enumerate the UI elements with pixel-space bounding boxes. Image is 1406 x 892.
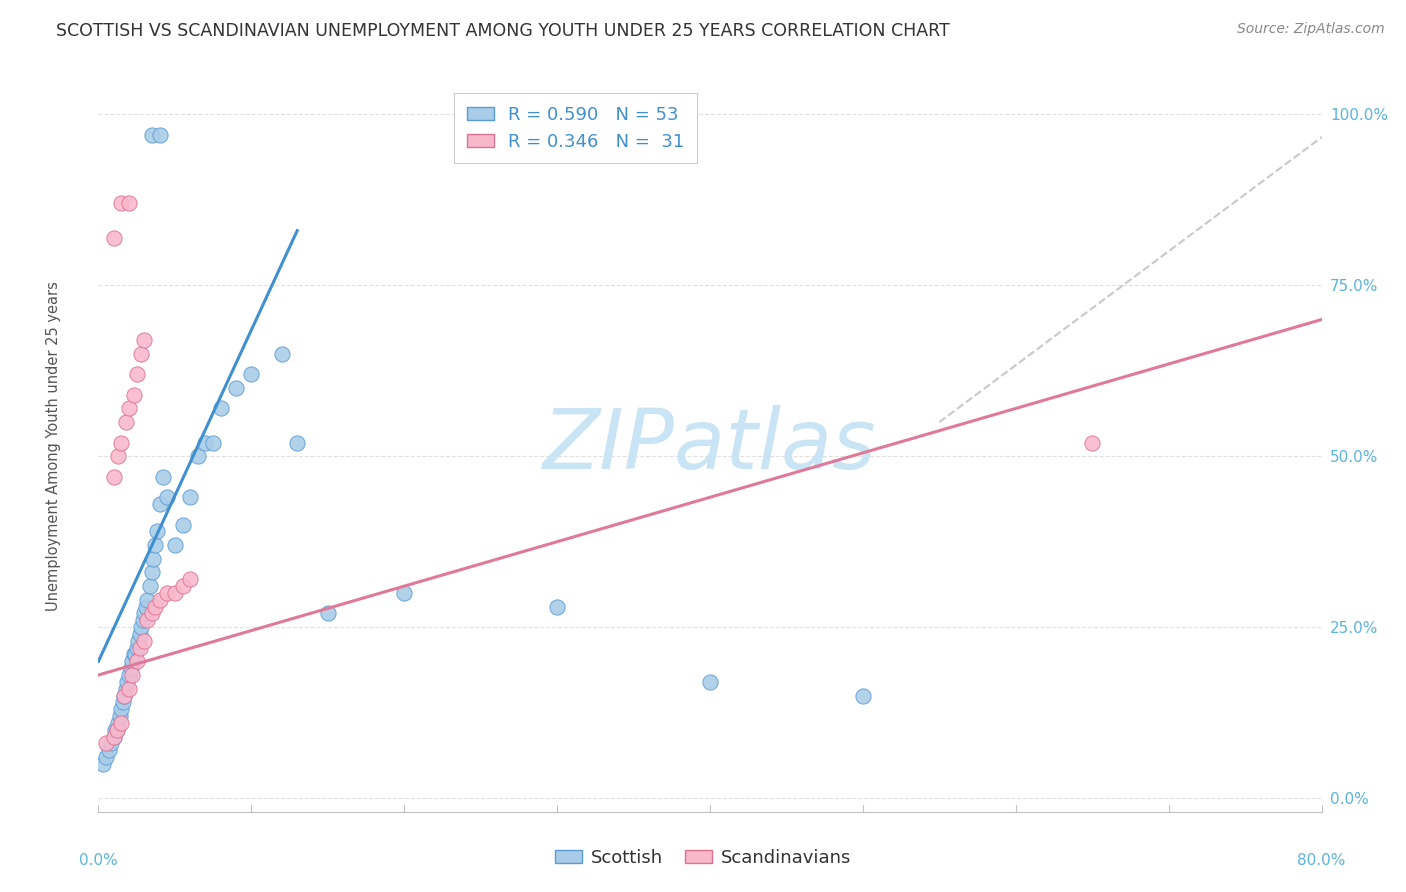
- Point: [143, 538, 166, 552]
- Legend: R = 0.590   N = 53, R = 0.346   N =  31: R = 0.590 N = 53, R = 0.346 N = 31: [454, 93, 697, 163]
- Point: [125, 368, 148, 382]
- Point: [110, 702, 132, 716]
- Point: [129, 347, 152, 361]
- Point: [103, 469, 125, 483]
- Point: [852, 689, 875, 703]
- Point: [149, 592, 172, 607]
- Text: Unemployment Among Youth under 25 years: Unemployment Among Youth under 25 years: [46, 281, 60, 611]
- Point: [136, 613, 159, 627]
- Point: [122, 648, 145, 662]
- Point: [128, 640, 150, 655]
- Point: [112, 689, 135, 703]
- Point: [110, 715, 132, 730]
- Point: [141, 566, 163, 580]
- Legend: Scottish, Scandinavians: Scottish, Scandinavians: [547, 842, 859, 874]
- Text: ZIPatlas: ZIPatlas: [543, 406, 877, 486]
- Point: [187, 449, 209, 463]
- Point: [149, 128, 172, 142]
- Point: [118, 401, 141, 416]
- Point: [179, 490, 201, 504]
- Point: [125, 654, 148, 668]
- Point: [115, 415, 138, 429]
- Point: [91, 756, 114, 771]
- Point: [240, 368, 263, 382]
- Point: [127, 633, 149, 648]
- Text: 0.0%: 0.0%: [79, 853, 118, 868]
- Point: [202, 435, 225, 450]
- Point: [110, 196, 132, 211]
- Point: [128, 627, 150, 641]
- Point: [270, 347, 294, 361]
- Point: [118, 681, 141, 696]
- Point: [142, 551, 165, 566]
- Point: [143, 599, 166, 614]
- Point: [134, 607, 156, 621]
- Point: [117, 674, 139, 689]
- Point: [163, 538, 186, 552]
- Point: [699, 674, 721, 689]
- Point: [107, 715, 129, 730]
- Point: [225, 381, 247, 395]
- Point: [122, 388, 145, 402]
- Point: [285, 435, 308, 450]
- Point: [100, 736, 122, 750]
- Point: [141, 128, 163, 142]
- Point: [105, 723, 128, 737]
- Point: [136, 592, 159, 607]
- Point: [94, 750, 117, 764]
- Point: [124, 648, 146, 662]
- Point: [149, 497, 172, 511]
- Point: [118, 668, 141, 682]
- Point: [135, 599, 157, 614]
- Point: [546, 599, 568, 614]
- Point: [1081, 435, 1104, 450]
- Point: [132, 613, 155, 627]
- Point: [392, 586, 416, 600]
- Point: [120, 661, 142, 675]
- Point: [141, 607, 163, 621]
- Point: [103, 230, 125, 244]
- Point: [134, 633, 156, 648]
- Point: [145, 524, 167, 539]
- Point: [94, 736, 117, 750]
- Point: [129, 620, 152, 634]
- Text: Source: ZipAtlas.com: Source: ZipAtlas.com: [1237, 22, 1385, 37]
- Point: [105, 723, 128, 737]
- Text: SCOTTISH VS SCANDINAVIAN UNEMPLOYMENT AMONG YOUTH UNDER 25 YEARS CORRELATION CHA: SCOTTISH VS SCANDINAVIAN UNEMPLOYMENT AM…: [56, 22, 950, 40]
- Point: [152, 469, 174, 483]
- Point: [156, 586, 179, 600]
- Point: [139, 579, 162, 593]
- Point: [115, 681, 138, 696]
- Point: [163, 586, 186, 600]
- Point: [209, 401, 232, 416]
- Point: [118, 196, 141, 211]
- Point: [111, 695, 134, 709]
- Point: [121, 668, 143, 682]
- Point: [179, 572, 201, 586]
- Point: [98, 743, 121, 757]
- Point: [110, 435, 132, 450]
- Point: [156, 490, 179, 504]
- Point: [121, 654, 143, 668]
- Point: [103, 730, 125, 744]
- Point: [316, 607, 339, 621]
- Point: [172, 579, 194, 593]
- Point: [107, 449, 129, 463]
- Point: [103, 730, 125, 744]
- Point: [112, 689, 135, 703]
- Point: [125, 640, 148, 655]
- Point: [172, 517, 194, 532]
- Point: [104, 723, 127, 737]
- Point: [134, 333, 156, 347]
- Text: 80.0%: 80.0%: [1298, 853, 1346, 868]
- Point: [194, 435, 217, 450]
- Point: [108, 709, 131, 723]
